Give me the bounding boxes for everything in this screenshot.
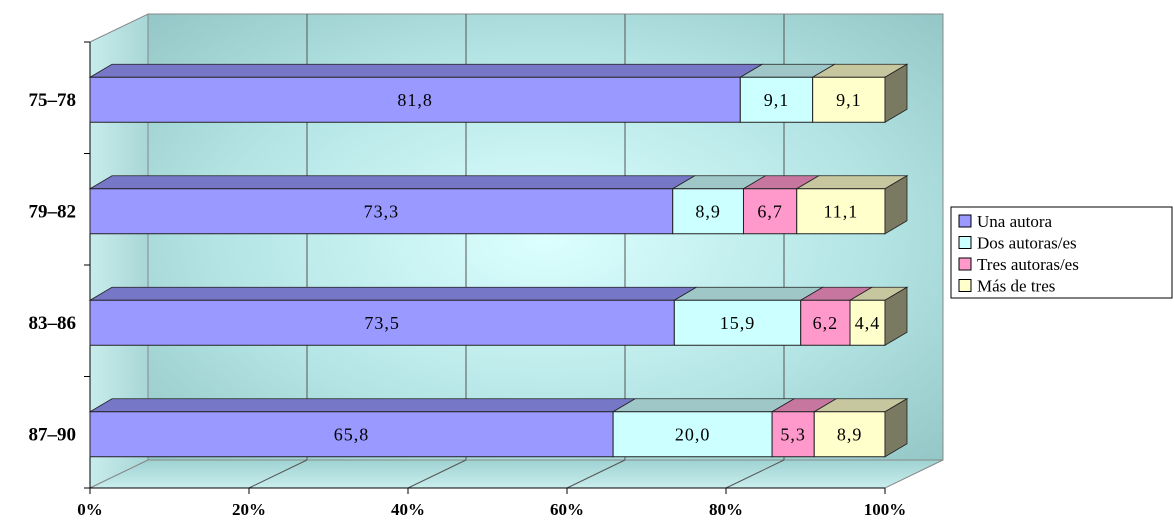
bar-top-face: [88, 286, 698, 301]
y-tick-label: 75–78: [29, 90, 77, 111]
data-label: 73,5: [364, 313, 400, 333]
legend-swatch: [958, 236, 972, 249]
data-label: 8,9: [695, 201, 721, 221]
x-tick-label: 80%: [709, 500, 743, 518]
bar-top-face: [88, 175, 697, 190]
bar-segment: [800, 299, 851, 346]
bar-side-face: [884, 398, 908, 458]
bar-top-face: [611, 398, 796, 413]
data-label: 81,8: [397, 90, 433, 110]
legend-swatch: [958, 214, 972, 228]
legend-swatch: [958, 279, 972, 292]
legend-label: Tres autoras/es: [977, 255, 1079, 274]
bar-segment: [89, 76, 741, 123]
axes: 0% 20% 40% 60% 80% 100% 75–78 79–82 83–86 87–90: [29, 41, 907, 519]
data-label: 9,1: [836, 90, 862, 110]
legend-box: [950, 206, 1173, 299]
data-label: 5,3: [780, 424, 806, 444]
data-label: 15,9: [720, 313, 756, 333]
bar-segment: [742, 188, 798, 235]
legend-label: Una autora: [977, 212, 1053, 231]
bar-top-face: [672, 286, 825, 301]
bar-side-face: [884, 63, 908, 123]
gridline-floor: [248, 459, 308, 489]
x-tick-label: 40%: [391, 500, 425, 518]
bar-segment: [89, 188, 674, 235]
legend-label: Dos autoras/es: [977, 234, 1077, 253]
legend-swatch: [958, 257, 972, 271]
y-tick-label: 79–82: [29, 201, 77, 222]
bar-segment: [812, 76, 886, 123]
y-tick-label: 83–86: [29, 313, 77, 334]
legend: Una autora Dos autoras/es Tres autoras/es M…: [950, 206, 1173, 299]
x-tick-label: 20%: [232, 500, 266, 518]
bar-segment: [849, 299, 886, 346]
bar-segment: [612, 411, 773, 458]
bar-side-face: [884, 175, 908, 235]
data-label: 8,9: [837, 424, 863, 444]
data-label: 6,7: [757, 201, 783, 221]
legend-label: Más de tres: [977, 277, 1055, 296]
bar-side-face: [884, 286, 908, 346]
bar-top-face: [88, 398, 637, 413]
bars: [88, 63, 909, 458]
floor: [89, 459, 944, 489]
bar-segment: [89, 299, 675, 346]
x-tick-label: 0%: [77, 500, 103, 518]
gridline-floor: [407, 459, 467, 489]
gridline-floor: [566, 459, 626, 489]
data-label: 65,8: [334, 424, 370, 444]
x-tick-label: 100%: [864, 500, 907, 518]
data-label: 9,1: [764, 90, 790, 110]
y-tick-label: 87–90: [29, 424, 77, 445]
x-tick-label: 60%: [550, 500, 584, 518]
bar-segment: [673, 299, 802, 346]
data-label: 6,2: [813, 313, 839, 333]
data-label: 20,0: [675, 424, 711, 444]
data-label: 11,1: [823, 201, 858, 221]
bar-top-face: [88, 63, 764, 78]
bar-segment: [771, 411, 815, 458]
data-label: 4,4: [855, 313, 881, 333]
bar-segment: [739, 76, 814, 123]
gridline-floor: [725, 459, 785, 489]
data-label: 73,3: [364, 201, 400, 221]
data-labels: 81,8 9,1 9,1 73,3 8,9 6,7 11,1 73,5 15,9 6,2 4,4 65…: [334, 90, 881, 445]
